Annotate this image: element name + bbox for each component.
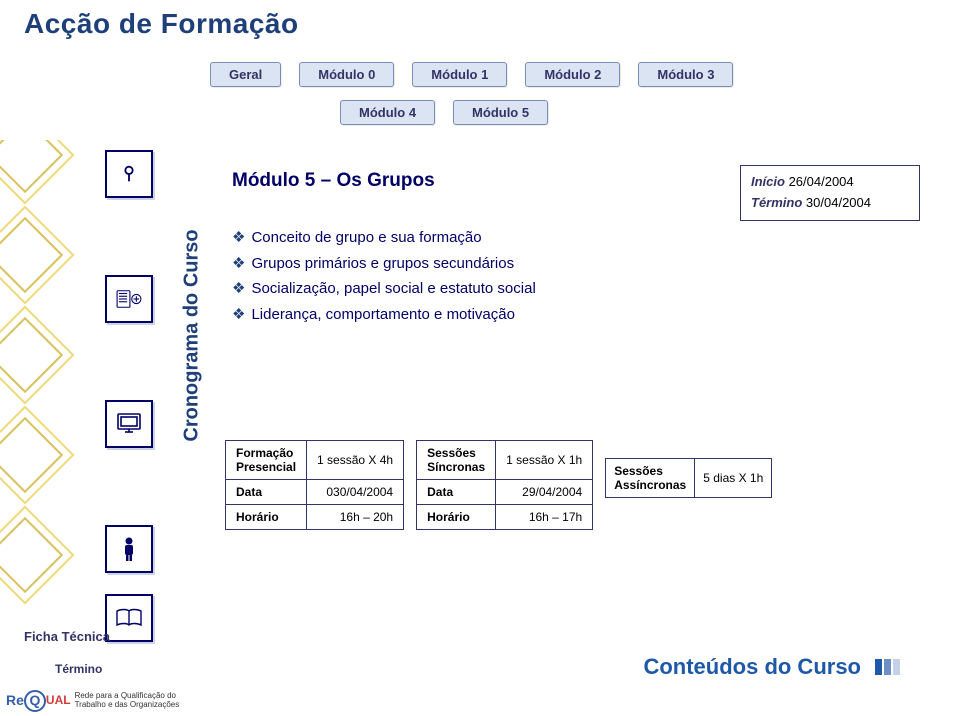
bullet-marker-icon: ❖: [232, 306, 245, 323]
table-row: Data030/04/2004: [226, 480, 404, 505]
tab-modulo-2[interactable]: Módulo 2: [525, 62, 620, 87]
table-presencial: Formação Presencial1 sessão X 4h Data030…: [225, 440, 404, 530]
module-heading: Módulo 5 – Os Grupos: [232, 170, 435, 192]
table-row: Sessões Síncronas1 sessão X 1h: [417, 441, 593, 480]
footer-conteudos[interactable]: Conteúdos do Curso: [643, 654, 900, 680]
bullet-item: ❖ Grupos primários e grupos secundários: [232, 251, 536, 277]
bullet-text: Liderança, comportamento e motivação: [251, 306, 514, 323]
table-assincronas: Sessões Assíncronas5 dias X 1h: [605, 458, 772, 498]
cell-header: Data: [226, 480, 307, 505]
footer-ficha-tecnica[interactable]: Ficha Técnica: [24, 629, 110, 644]
logo-subtitle: Rede para a Qualificação do Trabalho e d…: [75, 692, 185, 710]
table-row: Horário16h – 20h: [226, 505, 404, 530]
cell-value: 5 dias X 1h: [695, 459, 772, 498]
monitor-icon: [105, 400, 153, 448]
tab-modulo-3[interactable]: Módulo 3: [638, 62, 733, 87]
cell-header: Sessões Síncronas: [417, 441, 496, 480]
bullet-marker-icon: ❖: [232, 255, 245, 272]
date-end-label: Término: [751, 195, 802, 210]
bullet-item: ❖ Conceito de grupo e sua formação: [232, 225, 536, 251]
footer-conteudos-text: Conteúdos do Curso: [643, 654, 861, 680]
cell-value: 1 sessão X 1h: [496, 441, 593, 480]
pin-icon: [105, 150, 153, 198]
tabs-row-2: Módulo 4 Módulo 5: [340, 100, 548, 125]
cell-header: Horário: [417, 505, 496, 530]
tab-modulo-5[interactable]: Módulo 5: [453, 100, 548, 125]
date-end-row: Término 30/04/2004: [751, 193, 909, 214]
cell-header: Formação Presencial: [226, 441, 307, 480]
tabs-row-1: Geral Módulo 0 Módulo 1 Módulo 2 Módulo …: [210, 62, 733, 87]
cell-header: Horário: [226, 505, 307, 530]
logo-mark: Re Q UAL: [6, 690, 71, 712]
schedule-tables: Formação Presencial1 sessão X 4h Data030…: [225, 440, 772, 530]
table-row: Formação Presencial1 sessão X 4h: [226, 441, 404, 480]
logo-q-icon: Q: [24, 690, 46, 712]
cell-value: 16h – 20h: [307, 505, 404, 530]
sidebar-decorative-pattern: [0, 140, 85, 640]
cell-value: 29/04/2004: [496, 480, 593, 505]
bullet-item: ❖ Liderança, comportamento e motivação: [232, 302, 536, 328]
person-icon: [105, 525, 153, 573]
page-title: Acção de Formação: [24, 8, 299, 40]
cell-value: 16h – 17h: [496, 505, 593, 530]
date-start-row: Início 26/04/2004: [751, 172, 909, 193]
logo-re: Re: [6, 693, 24, 708]
bullet-text: Grupos primários e grupos secundários: [251, 255, 514, 272]
tab-modulo-0[interactable]: Módulo 0: [299, 62, 394, 87]
cell-value: 030/04/2004: [307, 480, 404, 505]
tab-modulo-1[interactable]: Módulo 1: [412, 62, 507, 87]
table-row: Sessões Assíncronas5 dias X 1h: [606, 459, 772, 498]
vlabel-text: Cronograma do Curso: [181, 229, 204, 441]
requal-logo: Re Q UAL Rede para a Qualificação do Tra…: [6, 690, 185, 712]
module-bullet-list: ❖ Conceito de grupo e sua formação ❖ Grupo…: [232, 225, 536, 327]
bullet-text: Conceito de grupo e sua formação: [251, 229, 481, 246]
date-start-label: Início: [751, 174, 785, 189]
date-start-value: 26/04/2004: [789, 174, 854, 189]
cell-value: 1 sessão X 4h: [307, 441, 404, 480]
vertical-section-label: Cronograma do Curso: [178, 195, 206, 475]
bullet-marker-icon: ❖: [232, 229, 245, 246]
table-row: Data29/04/2004: [417, 480, 593, 505]
bullet-marker-icon: ❖: [232, 280, 245, 297]
chevron-right-icon: [875, 659, 900, 675]
date-end-value: 30/04/2004: [806, 195, 871, 210]
bullet-text: Socialização, papel social e estatuto so…: [251, 280, 535, 297]
module-date-box: Início 26/04/2004 Término 30/04/2004: [740, 165, 920, 221]
logo-ual: UAL: [46, 694, 71, 707]
cell-header: Sessões Assíncronas: [606, 459, 695, 498]
table-row: Horário16h – 17h: [417, 505, 593, 530]
bullet-item: ❖ Socialização, papel social e estatuto s…: [232, 276, 536, 302]
news-icon: [105, 275, 153, 323]
tab-geral[interactable]: Geral: [210, 62, 281, 87]
cell-header: Data: [417, 480, 496, 505]
footer-termino[interactable]: Término: [55, 662, 102, 676]
book-icon: [105, 594, 153, 642]
tab-modulo-4[interactable]: Módulo 4: [340, 100, 435, 125]
table-sincronas: Sessões Síncronas1 sessão X 1h Data29/04…: [416, 440, 593, 530]
